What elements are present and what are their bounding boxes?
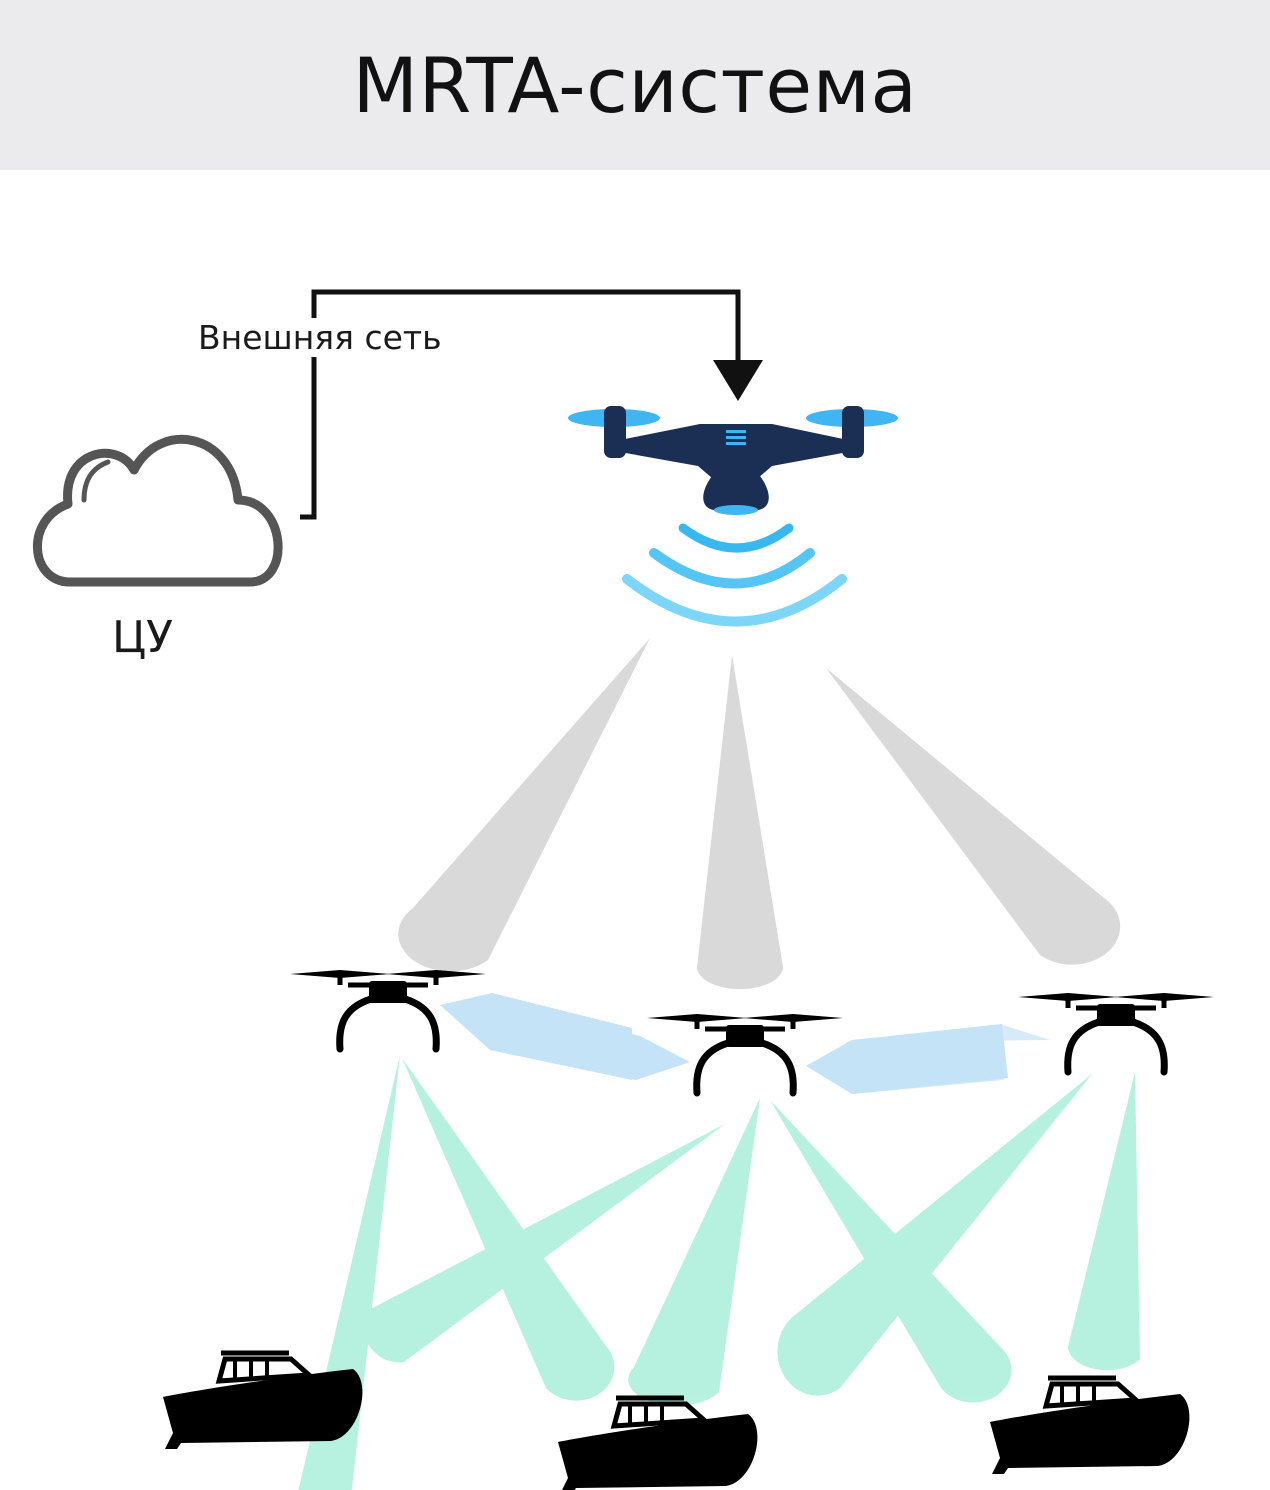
cloud-icon <box>32 434 283 587</box>
boat-icon <box>558 1398 757 1490</box>
coordinator-drone-icon <box>568 406 898 515</box>
target-beams <box>298 1055 1140 1490</box>
downlink-beams <box>398 638 1121 989</box>
boat-icon <box>990 1378 1189 1474</box>
signal-waves-icon <box>622 523 847 627</box>
network-label: Внешняя сеть <box>196 318 444 357</box>
arrow-down-icon <box>713 360 763 401</box>
agent-drone-icon <box>1018 993 1214 1072</box>
page-title: MRTA-система <box>352 40 918 130</box>
downlink-beam-center <box>697 655 783 989</box>
downlink-beam-right <box>826 668 1121 965</box>
inter-drone-beams <box>440 993 1050 1094</box>
agent-drone-icon <box>647 1014 843 1093</box>
downlink-beam-left <box>398 638 650 972</box>
title-bar: MRTA-система <box>0 0 1270 170</box>
network-link <box>300 289 763 520</box>
control-center-label: ЦУ <box>112 612 173 663</box>
